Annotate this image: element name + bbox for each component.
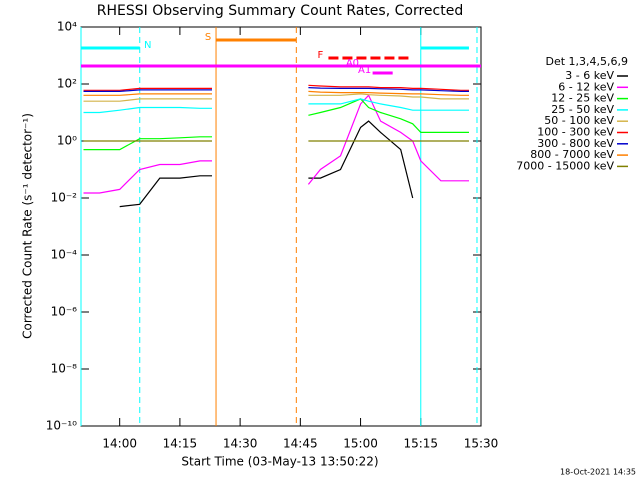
y-tick-label: 10⁻¹⁰ (46, 419, 77, 433)
chart-title: RHESSI Observing Summary Count Rates, Co… (97, 3, 463, 19)
x-tick-label: 14:45 (283, 437, 318, 451)
legend-label: 25 - 50 keV (551, 103, 614, 116)
timestamp: 18-Oct-2021 14:35 (560, 468, 636, 477)
series-line (83, 98, 469, 114)
annotation-label: F (318, 50, 324, 61)
y-tick-label: 10⁻² (51, 191, 78, 205)
x-tick-label: 15:30 (464, 437, 499, 451)
x-axis-label: Start Time (03-May-13 13:50:22) (181, 455, 378, 469)
legend-title: Det 1,3,4,5,6,9 (545, 55, 628, 68)
legend-label: 6 - 12 keV (558, 80, 614, 93)
y-tick-label: 10⁻⁶ (51, 305, 78, 319)
series-line (119, 120, 414, 208)
annotation-label: N (144, 40, 151, 51)
y-tick-label: 10⁰ (57, 134, 77, 148)
series-line (83, 90, 469, 96)
series-line (83, 93, 469, 102)
x-tick-label: 14:30 (223, 437, 258, 451)
x-tick-label: 15:00 (343, 437, 378, 451)
x-tick-label: 15:15 (403, 437, 438, 451)
annotation-label: A0 (346, 58, 359, 69)
x-tick-label: 14:15 (163, 437, 198, 451)
y-tick-label: 10⁻⁴ (51, 248, 78, 262)
series-line (83, 87, 469, 92)
legend-label: 300 - 800 keV (537, 137, 614, 150)
legend-label: 12 - 25 keV (551, 92, 614, 105)
series-line (83, 98, 469, 151)
y-tick-label: 10⁴ (57, 20, 77, 34)
annotation-label: S (205, 32, 211, 43)
legend-label: 100 - 300 keV (537, 126, 614, 139)
series-line (83, 84, 469, 91)
legend-label: 3 - 6 keV (565, 69, 614, 82)
x-tick-label: 14:00 (102, 437, 137, 451)
series-line (83, 94, 469, 194)
y-tick-label: 10² (57, 77, 77, 91)
legend-label: 50 - 100 keV (544, 114, 614, 127)
y-axis-label: Corrected Count Rate (s⁻¹ detector⁻¹) (21, 113, 35, 339)
legend-label: 7000 - 15000 keV (516, 159, 614, 172)
legend-label: 800 - 7000 keV (530, 148, 614, 161)
y-tick-label: 10⁻⁸ (51, 362, 78, 376)
annotation-label: A1 (358, 65, 371, 76)
